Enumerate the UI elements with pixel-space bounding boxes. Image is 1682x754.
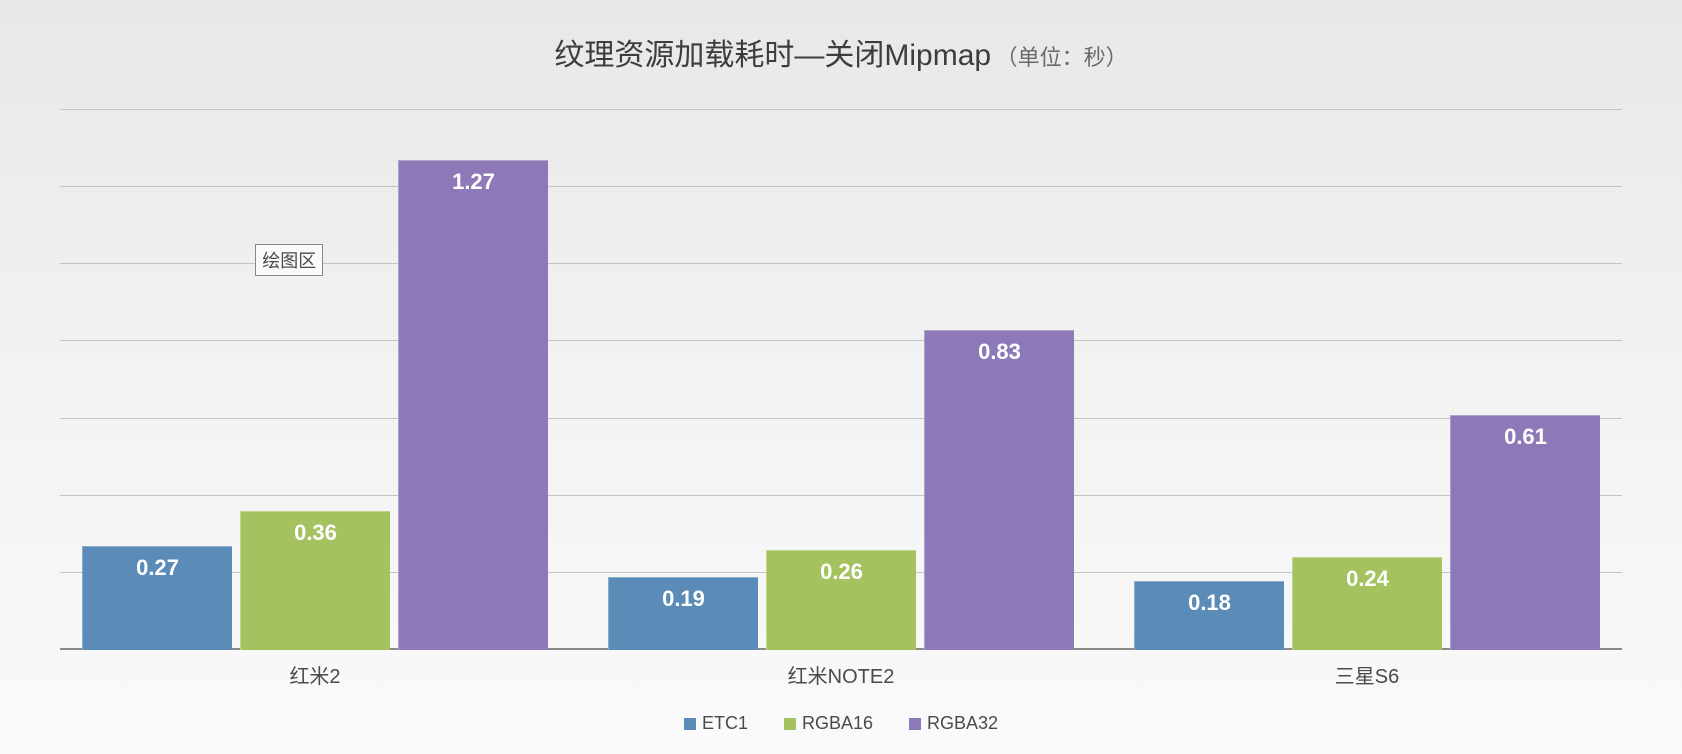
legend-label: ETC1	[702, 713, 748, 733]
bar-group: 0.27 0.36 1.27	[82, 110, 548, 650]
bar-group: 0.18 0.24 0.61	[1134, 110, 1600, 650]
legend-swatch	[909, 718, 921, 730]
bar-etc1: 0.18	[1134, 581, 1284, 650]
bar-value-label: 0.61	[1451, 424, 1600, 450]
bar-etc1: 0.19	[608, 577, 758, 650]
legend-item-etc1: ETC1	[684, 713, 748, 734]
bar-rgba32: 0.61	[1450, 415, 1600, 650]
bar-value-label: 0.27	[83, 555, 232, 581]
plot-area-callout: 绘图区	[255, 244, 323, 276]
chart-title-main: 纹理资源加载耗时—关闭Mipmap	[554, 39, 991, 72]
bar-value-label: 0.26	[767, 559, 916, 585]
bar-rgba16: 0.26	[766, 550, 916, 650]
x-axis-label: 红米NOTE2	[608, 660, 1074, 689]
legend-label: RGBA16	[802, 713, 873, 733]
legend-label: RGBA32	[927, 713, 998, 733]
x-axis-labels: 红米2 红米NOTE2 三星S6	[60, 660, 1622, 690]
bar-value-label: 1.27	[399, 169, 548, 195]
x-axis-label: 红米2	[82, 660, 548, 689]
bar-value-label: 0.83	[925, 339, 1074, 365]
legend: ETC1 RGBA16 RGBA32	[30, 713, 1652, 734]
bar-value-label: 0.36	[241, 520, 390, 546]
bar-group: 0.19 0.26 0.83	[608, 110, 1074, 650]
x-axis-label: 三星S6	[1134, 660, 1600, 689]
chart-title: 纹理资源加载耗时—关闭Mipmap （单位：秒）	[30, 30, 1652, 74]
chart-container: 纹理资源加载耗时—关闭Mipmap （单位：秒） 0.27 0.36 1.27 0.1…	[30, 20, 1652, 734]
legend-item-rgba16: RGBA16	[784, 713, 873, 734]
bar-rgba32: 1.27	[398, 160, 548, 650]
legend-swatch	[784, 718, 796, 730]
bar-value-label: 0.18	[1135, 590, 1284, 616]
bar-etc1: 0.27	[82, 546, 232, 650]
legend-item-rgba32: RGBA32	[909, 713, 998, 734]
chart-title-sub: （单位：秒）	[996, 45, 1128, 70]
bar-value-label: 0.24	[1293, 566, 1442, 592]
bar-rgba16: 0.24	[1292, 557, 1442, 650]
bar-rgba16: 0.36	[240, 511, 390, 650]
bar-rgba32: 0.83	[924, 330, 1074, 650]
bar-value-label: 0.19	[609, 586, 758, 612]
plot-area: 0.27 0.36 1.27 0.19 0.26 0.83 0.18 0.24 0.61 绘图区	[60, 110, 1622, 650]
legend-swatch	[684, 718, 696, 730]
